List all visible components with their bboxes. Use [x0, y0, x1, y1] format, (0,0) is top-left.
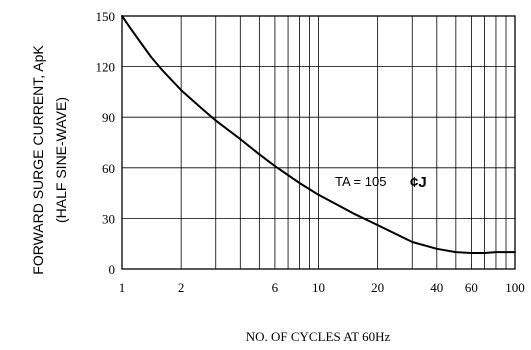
- y-tick-label: 120: [96, 60, 116, 75]
- x-axis-ticks: 1 2 6 10 20 40 60 100: [119, 280, 525, 295]
- x-tick-label: 10: [312, 280, 325, 295]
- x-axis-label: NO. OF CYCLES AT 60Hz: [246, 329, 391, 344]
- x-tick-label: 20: [371, 280, 384, 295]
- y-tick-label: 30: [102, 211, 115, 226]
- y-axis-ticks: 0 30 60 90 120 150: [96, 9, 116, 277]
- temperature-annotation: TA = 105: [335, 174, 386, 189]
- x-tick-label: 100: [505, 280, 525, 295]
- x-tick-label: 60: [465, 280, 478, 295]
- x-tick-label: 2: [178, 280, 185, 295]
- plot-frame: [121, 15, 516, 270]
- y-axis-label-line2: (HALF SINE-WAVE): [53, 97, 69, 223]
- y-tick-label: 90: [102, 110, 115, 125]
- chart-series: [121, 15, 516, 254]
- y-tick-label: 0: [109, 262, 116, 277]
- x-tick-label: 40: [430, 280, 443, 295]
- temperature-unit-symbol: ¢J: [410, 174, 427, 191]
- y-axis-label-line1: FORWARD SURGE CURRENT, ApK: [30, 45, 46, 275]
- surge-current-curve: [121, 15, 516, 254]
- chart-grid: [121, 15, 516, 270]
- y-tick-label: 150: [96, 9, 116, 24]
- x-tick-label: 1: [119, 280, 126, 295]
- x-tick-label: 6: [272, 280, 279, 295]
- y-tick-label: 60: [102, 161, 115, 176]
